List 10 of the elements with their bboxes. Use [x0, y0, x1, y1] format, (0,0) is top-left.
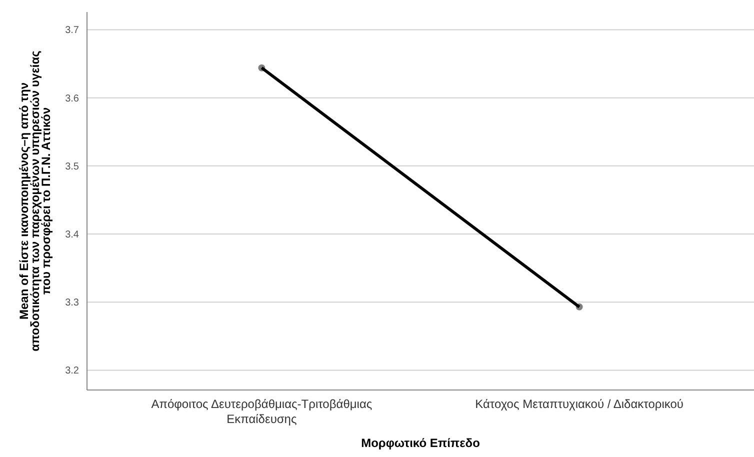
- x-axis-title: Μορφωτικό Επίπεδο: [361, 436, 480, 450]
- y-axis-title: Mean of Είστε ικανοποιημένος–η από την αποδοτικότητα των παρεχομένων υπηρεσιών υγείας που προσφέρει το Π.Γ.Ν. Αττικόν: [17, 50, 53, 352]
- x-tick-label: Απόφοιτος Δευτεροβάθμιας-Τριτοβάθμιας Εκπαίδευσης: [151, 397, 372, 426]
- y-tick-label: 3.7: [65, 25, 80, 36]
- y-tick-label: 3.4: [65, 230, 80, 241]
- y-tick-label: 3.5: [65, 161, 80, 172]
- y-tick-label: 3.3: [65, 298, 80, 309]
- x-tick-label: Κάτοχος Μεταπτυχιακού / Διδακτορικού: [475, 397, 684, 411]
- y-tick-label: 3.6: [65, 93, 80, 104]
- y-tick-label: 3.2: [65, 366, 80, 377]
